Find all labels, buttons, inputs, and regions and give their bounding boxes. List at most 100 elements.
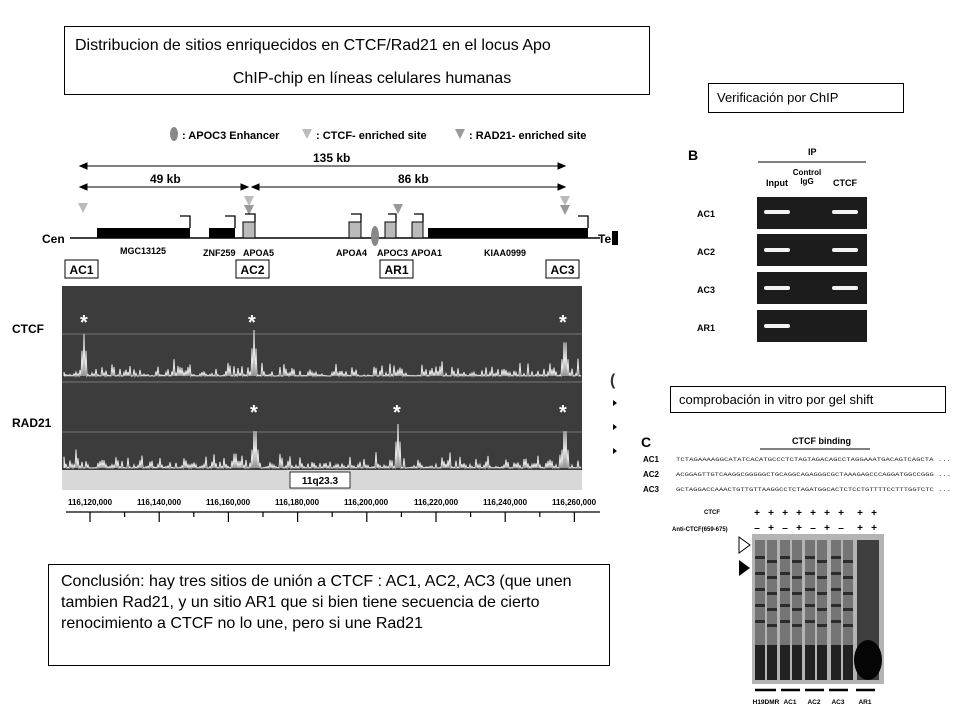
gel-band (755, 588, 765, 591)
gene-mgc13125 (97, 228, 190, 238)
rad21-star-ac2: * (250, 402, 258, 424)
gel-band (755, 556, 765, 559)
ctcf-sign: + (824, 508, 830, 519)
gel-band (780, 588, 790, 591)
ctcf-sign: + (810, 508, 816, 519)
panel-b-col-igg-wrap: Control IgG (793, 168, 821, 186)
gene-kiaa0999 (428, 228, 588, 238)
gene-label-znf259: ZNF259 (203, 248, 236, 258)
rad21-track-signal (63, 423, 582, 470)
gel-band (817, 592, 827, 595)
panel-b-row-ac2: AC2 (697, 247, 715, 257)
panel-b-row-ar1: AR1 (697, 323, 715, 333)
gel-band (831, 572, 841, 575)
panel-c: C CTCF binding AC1 AC2 AC3 TCTAGAAAAGGCA… (641, 434, 951, 706)
title-line-2: ChIP-chip en líneas celulares humanas (232, 70, 512, 87)
panel-b-ip: IP (808, 147, 817, 157)
ctcf-sign: + (768, 508, 774, 519)
gene-track: Cen Tel MGC13125 ZNF259 APOA5 APOA4 APOC… (42, 213, 618, 258)
panel-c-lane-ac1: AC1 (783, 699, 796, 706)
site-ar1-label: AR1 (384, 263, 408, 277)
ctcf-site-legend-icon (302, 129, 312, 139)
gel-lane (831, 540, 841, 680)
coord-6: 116,240,000 (483, 498, 528, 507)
track-label-rad21: RAD21 (12, 416, 52, 430)
gel-band (767, 592, 777, 595)
legend-rad21: : RAD21- enriched site (469, 130, 586, 142)
band-label: 11q23.3 (302, 476, 339, 487)
gel-band (792, 624, 802, 627)
chip-tracks: CTCF RAD21 * * * * * * 11q23.3 (12, 286, 582, 490)
gel-band (780, 604, 790, 607)
coord-3: 116,180,000 (275, 498, 320, 507)
gel-band (805, 604, 815, 607)
anti-ctcf-sign: + (857, 523, 863, 534)
panel-c-ctcf-label: CTCF (704, 510, 720, 516)
panel-c-lane-ac3: AC3 (831, 699, 844, 706)
coord-2: 116,160,000 (206, 498, 251, 507)
gel-band (817, 624, 827, 627)
conclusion-text: Conclusión: hay tres sitios de unión a C… (48, 564, 610, 666)
gel-band (843, 560, 853, 563)
legend-enhancer: : APOC3 Enhancer (182, 130, 280, 142)
panel-c-row-ac2-label: AC2 (643, 470, 660, 479)
site-ac1-label: AC1 (69, 263, 93, 277)
free-probe-band (805, 645, 815, 680)
gene-label-kiaa0999: KIAA0999 (484, 248, 526, 258)
span-right-label: 86 kb (398, 172, 429, 186)
gel-band (792, 560, 802, 563)
coord-4: 116,200,000 (344, 498, 389, 507)
gel-lane (805, 540, 815, 680)
gel-band (805, 572, 815, 575)
gel-band (843, 608, 853, 611)
anti-ctcf-sign: – (838, 523, 844, 534)
gene-label-mgc13125: MGC13125 (120, 246, 166, 256)
ctcf-star-ac2: * (248, 312, 256, 334)
ctcf-star-ac3: * (559, 312, 567, 334)
free-probe-band (780, 645, 790, 680)
free-probe-band (755, 645, 765, 680)
gel-lane (755, 540, 765, 680)
panel-a-legend: : APOC3 Enhancer : CTCF- enriched site :… (170, 127, 586, 142)
gel-band (755, 620, 765, 623)
gel-band (780, 620, 790, 623)
gene-label-apoc3: APOC3 (377, 248, 408, 258)
free-probe-band (817, 645, 827, 680)
track-label-ctcf: CTCF (12, 322, 44, 336)
panel-b-letter: B (688, 147, 698, 163)
site-markers (78, 196, 570, 215)
gel-band (817, 560, 827, 563)
gel-band (831, 604, 841, 607)
gel-band (792, 608, 802, 611)
panel-b-col-ctcf: CTCF (833, 178, 857, 188)
anti-ctcf-sign: + (768, 523, 774, 534)
free-probe-band (843, 645, 853, 680)
site-boxes: AC1 AC2 AR1 AC3 (64, 259, 580, 279)
panel-b-gel (757, 197, 867, 342)
gene-apoa1 (411, 221, 424, 239)
panel-b-row-ac1: AC1 (697, 209, 715, 219)
panel-c-gel (738, 534, 884, 684)
gene-znf259 (209, 228, 235, 238)
panel-c-seq-ac3: GCTAGGACCAAACTGTTGTTAAGGCCTCTAGATGGCACTC… (676, 486, 951, 493)
tel-label: Tel (598, 232, 614, 246)
panel-b-row-ac3: AC3 (697, 285, 715, 295)
gel-band (843, 624, 853, 627)
free-probe-band (792, 645, 802, 680)
gel-band (843, 576, 853, 579)
site-ac3-label: AC3 (550, 263, 574, 277)
panel-a: : APOC3 Enhancer : CTCF- enriched site :… (12, 127, 618, 522)
enhancer-legend-icon (170, 127, 178, 141)
anti-ctcf-sign: + (796, 523, 802, 534)
gene-apoa4 (348, 221, 362, 239)
span-total-label: 135 kb (313, 151, 350, 165)
verification-label: Verificación por ChIP (708, 83, 904, 113)
coordinate-axis: 116,120,000 116,140,000 116,160,000 116,… (66, 498, 600, 522)
gel-band (767, 624, 777, 627)
panel-c-letter: C (641, 434, 651, 450)
gel-band (843, 592, 853, 595)
coord-7: 116,260,000 (552, 498, 597, 507)
gel-band (805, 556, 815, 559)
span-arrows (78, 162, 567, 191)
gene-apoa5 (242, 221, 256, 239)
